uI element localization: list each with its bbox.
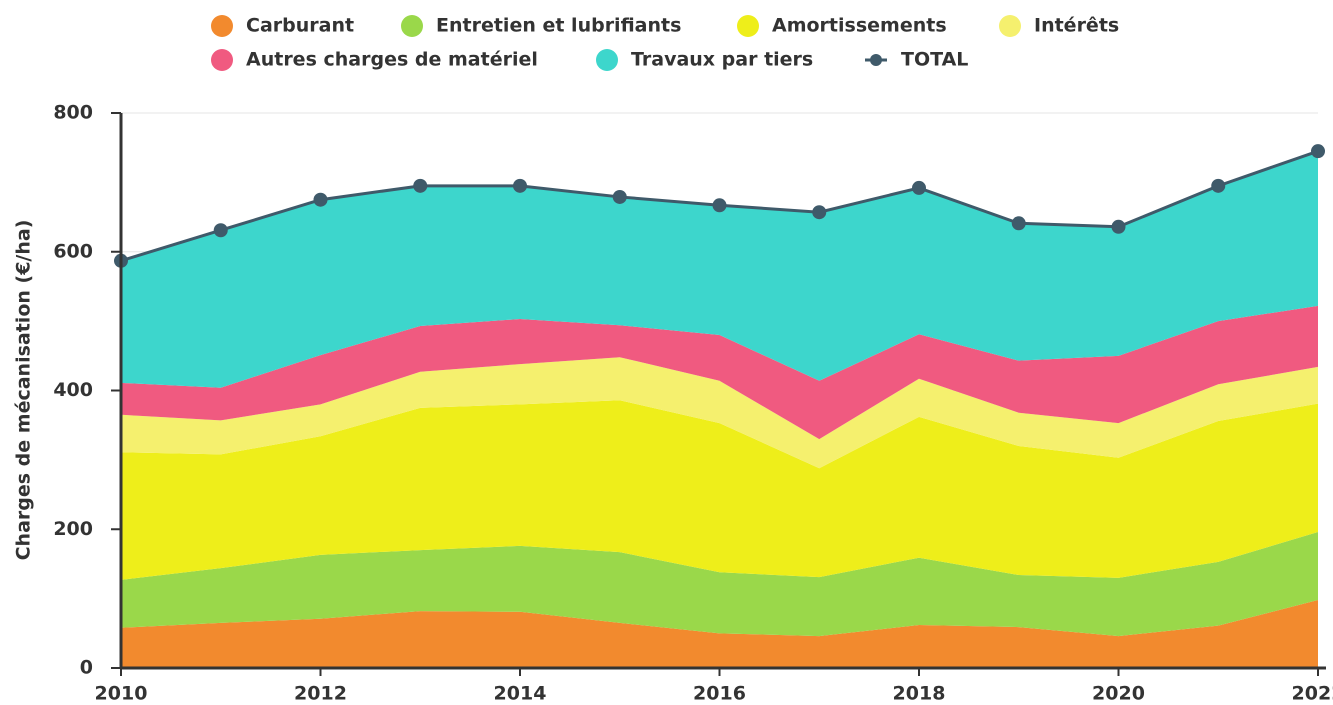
y-tick-label: 400	[53, 379, 93, 401]
legend-marker	[999, 15, 1021, 37]
total-point	[513, 178, 527, 193]
total-point	[213, 223, 228, 238]
x-tick-label: 2014	[494, 683, 547, 705]
legend-marker	[211, 15, 233, 37]
legend-marker	[870, 54, 882, 66]
legend-label: Intérêts	[1034, 15, 1119, 37]
total-point	[1211, 178, 1226, 193]
total-point	[1011, 216, 1026, 231]
x-tick-label: 2022	[1292, 683, 1333, 705]
area	[121, 305, 1318, 440]
total-point	[612, 189, 627, 204]
total-point	[1311, 144, 1325, 159]
y-tick-label: 0	[80, 657, 93, 679]
legend-marker	[211, 49, 233, 71]
area	[121, 400, 1318, 580]
area	[121, 357, 1318, 469]
area	[121, 600, 1318, 668]
legend-label: Entretien et lubrifiants	[436, 15, 681, 37]
y-tick-label: 600	[53, 240, 93, 262]
total-point	[313, 192, 328, 207]
area	[121, 151, 1318, 388]
total-point	[912, 180, 926, 195]
x-tick-label: 2020	[1092, 683, 1145, 705]
legend-marker	[596, 49, 618, 71]
total-point	[712, 198, 727, 213]
total-point	[1111, 219, 1126, 234]
x-tick-label: 2012	[294, 683, 347, 705]
x-tick-label: 2018	[893, 683, 946, 705]
total-point	[413, 178, 428, 193]
legend-label: TOTAL	[901, 49, 968, 71]
legend-label: Amortissements	[772, 15, 947, 37]
legend-label: Autres charges de matériel	[246, 49, 538, 71]
y-tick-label: 200	[53, 518, 93, 540]
area	[121, 532, 1318, 637]
y-tick-label: 800	[53, 102, 93, 124]
y-axis-label: Charges de mécanisation (€/ha)	[13, 220, 35, 561]
x-tick-label: 2016	[693, 683, 746, 705]
total-point	[812, 205, 827, 220]
legend-marker	[401, 15, 423, 37]
legend-label: Travaux par tiers	[631, 49, 813, 71]
legend-label: Carburant	[246, 15, 354, 37]
legend-marker	[737, 15, 759, 37]
x-tick-label: 2010	[95, 683, 148, 705]
